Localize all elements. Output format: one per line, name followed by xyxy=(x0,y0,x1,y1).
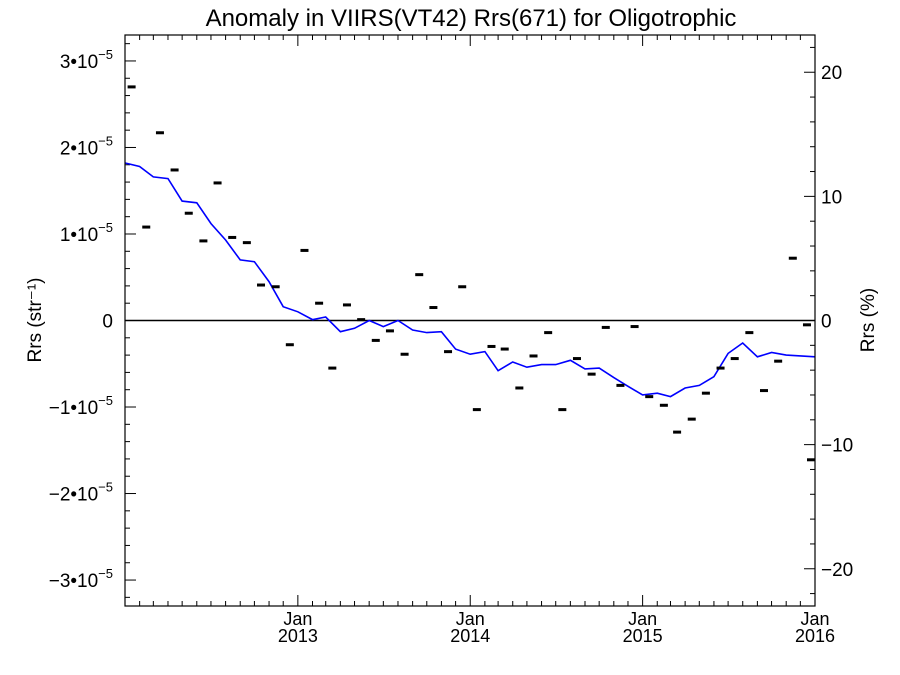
monthly-points-layer xyxy=(127,85,815,462)
data-point xyxy=(701,391,710,395)
data-point xyxy=(228,235,237,239)
data-point xyxy=(300,248,309,252)
data-point xyxy=(429,306,438,310)
running-mean-line xyxy=(124,162,816,398)
data-point xyxy=(385,329,394,333)
data-point xyxy=(802,323,811,327)
data-point xyxy=(242,241,251,245)
data-point xyxy=(788,256,797,260)
data-point xyxy=(544,331,553,335)
data-point xyxy=(127,85,136,89)
data-point xyxy=(630,325,639,329)
data-point xyxy=(170,168,179,172)
data-point xyxy=(472,408,481,412)
x-tick-label-year: 2015 xyxy=(623,626,663,646)
data-point xyxy=(572,357,581,361)
x-tick-label-month: Jan xyxy=(456,609,485,629)
data-point xyxy=(601,325,610,329)
x-tick-label-month: Jan xyxy=(800,609,829,629)
data-point xyxy=(515,386,524,390)
y-left-tick-label: −3•10−5 xyxy=(49,566,113,592)
data-point xyxy=(745,331,754,335)
data-point xyxy=(199,239,208,243)
data-point xyxy=(807,458,815,462)
y-right-tick-label: −10 xyxy=(821,436,853,457)
y-right-tick-label: 20 xyxy=(821,63,842,84)
data-point xyxy=(271,285,280,289)
y-right-tick-label: 0 xyxy=(821,312,832,333)
data-point xyxy=(659,403,668,407)
y-right-tick-label: −20 xyxy=(821,560,853,581)
data-point xyxy=(774,359,783,363)
data-point xyxy=(487,344,496,348)
data-point xyxy=(687,417,696,421)
data-point xyxy=(213,181,222,185)
data-point xyxy=(400,352,409,356)
plot-frame xyxy=(124,34,816,607)
data-point xyxy=(371,338,380,342)
data-point xyxy=(357,318,366,322)
axes-layer: 3•10−5 2•10−5 1•10−5 0 −1•10−5 −2•10−5 −3•10−5… xyxy=(49,35,853,646)
y-left-tick-label: 2•10−5 xyxy=(60,133,113,159)
y-right-tick-label: 10 xyxy=(821,187,842,208)
x-tick-label-year: 2013 xyxy=(278,626,318,646)
y-axis-label-left: Rrs (str⁻¹) xyxy=(25,278,46,363)
data-point xyxy=(730,357,739,361)
data-point xyxy=(342,303,351,307)
x-tick-label-year: 2014 xyxy=(450,626,490,646)
data-point xyxy=(257,283,266,287)
data-point xyxy=(315,301,324,305)
data-point xyxy=(716,366,725,370)
x-tick-label-year: 2016 xyxy=(795,626,835,646)
data-point xyxy=(587,372,596,376)
x-tick-label-month: Jan xyxy=(628,609,657,629)
data-point xyxy=(673,430,682,434)
running-mean-layer xyxy=(124,162,816,398)
y-axis-label-right: Rrs (%) xyxy=(858,288,879,352)
data-point xyxy=(184,211,193,215)
data-point xyxy=(328,366,337,370)
y-left-tick-label: −2•10−5 xyxy=(49,480,113,506)
data-point xyxy=(500,347,509,351)
data-point xyxy=(285,343,294,347)
y-left-tick-label: 3•10−5 xyxy=(60,47,113,73)
y-left-tick-label: −1•10−5 xyxy=(49,393,113,419)
data-point xyxy=(558,408,567,412)
data-point xyxy=(529,354,538,358)
data-point xyxy=(759,389,768,393)
data-point xyxy=(616,383,625,387)
data-point xyxy=(444,350,453,354)
y-left-tick-label: 0 xyxy=(102,312,113,333)
data-point xyxy=(645,395,654,399)
y-left-tick-label: 1•10−5 xyxy=(60,220,113,246)
chart-title: Anomaly in VIIRS(VT42) Rrs(671) for Olig… xyxy=(206,5,737,32)
x-tick-label-month: Jan xyxy=(283,609,312,629)
data-point xyxy=(142,225,151,229)
data-point xyxy=(155,131,164,135)
data-point xyxy=(458,285,467,289)
data-point xyxy=(415,273,424,277)
